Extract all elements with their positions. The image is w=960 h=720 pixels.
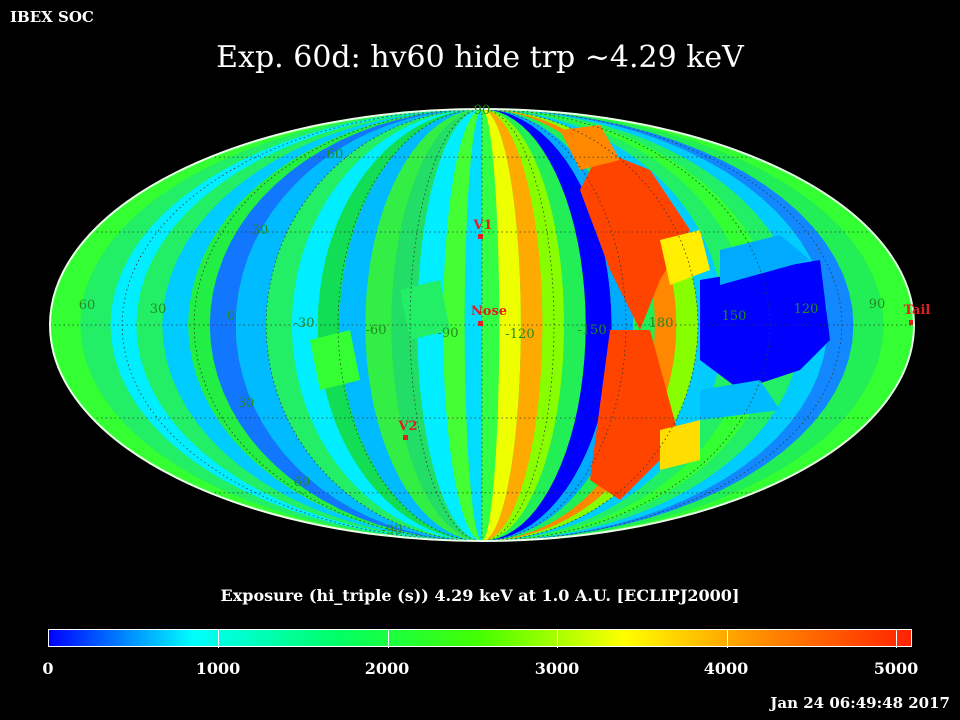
lat-label-90: 90: [474, 103, 491, 118]
exposure-band: [339, 109, 482, 541]
lat-label-60s: 60: [294, 475, 311, 490]
colorbar-tick: [218, 630, 219, 648]
lon-label: -60: [366, 323, 387, 338]
colorbar: [48, 629, 912, 648]
v1-label: V1: [472, 218, 492, 233]
meridian-line: [481, 109, 627, 541]
exposure-patch: [660, 420, 700, 470]
colorbar-label: 4000: [703, 659, 749, 678]
lat-label-60n: 60: [327, 147, 344, 162]
timestamp: Jan 24 06:49:48 2017: [770, 694, 950, 712]
exposure-band: [482, 109, 543, 541]
colorbar-label: 5000: [873, 659, 919, 678]
exposure-band: [417, 109, 482, 541]
exposure-patch: [560, 125, 620, 170]
exposure-band: [291, 109, 482, 541]
colorbar-label: 0: [42, 659, 54, 678]
lat-label-90s: -90: [382, 523, 403, 538]
exposure-band: [482, 109, 586, 541]
exposure-patch: [580, 150, 690, 330]
organization-label: IBEX SOC: [10, 8, 94, 26]
colorbar-tick: [557, 630, 558, 648]
lon-label: -120: [505, 327, 534, 342]
lon-label: 180: [649, 316, 674, 331]
colorbar-tick: [727, 630, 728, 648]
v1-marker: [478, 234, 483, 239]
nose-marker: [478, 321, 483, 326]
lon-label: -90: [438, 326, 459, 341]
exposure-patches: [310, 125, 830, 500]
exposure-patch: [700, 260, 830, 390]
colorbar-title: Exposure (hi_triple (s)) 4.29 keV at 1.0…: [220, 586, 740, 605]
colorbar-tick: [896, 630, 897, 648]
exposure-band: [365, 109, 482, 541]
lon-label: 150: [722, 309, 747, 324]
colorbar-tick: [388, 630, 389, 648]
nose-label: Nose: [471, 304, 507, 319]
page-title: Exp. 60d: hv60 hide trp ~4.29 keV: [216, 40, 744, 75]
colorbar-label: 2000: [364, 659, 410, 678]
exposure-patch: [720, 235, 810, 285]
meridian-line: [121, 109, 483, 541]
sky-map: 90 60 30 30 60 -90 60 30 0 -30 -60 -90 -…: [49, 103, 931, 542]
exposure-band: [482, 109, 500, 541]
meridian-line: [337, 109, 483, 541]
v2-marker: [403, 435, 408, 440]
meridian-line: [409, 109, 483, 541]
lat-label-30s: 30: [238, 396, 255, 411]
colorbar-label: 1000: [195, 659, 241, 678]
meridian-line: [481, 109, 555, 541]
exposure-band: [482, 109, 565, 541]
meridian-line: [265, 109, 483, 541]
exposure-patch: [310, 330, 360, 390]
lon-label: 120: [794, 302, 819, 317]
lon-label: 90: [869, 297, 886, 312]
exposure-patch: [590, 330, 680, 500]
map-outline: [49, 108, 915, 542]
tail-label: Tail: [904, 303, 931, 318]
exposure-patch: [660, 230, 710, 285]
v2-label: V2: [397, 419, 417, 434]
meridian-line: [481, 109, 843, 541]
lon-label: -30: [294, 316, 315, 331]
lon-label: 60: [79, 298, 96, 313]
lon-label: -150: [577, 323, 606, 338]
exposure-band: [482, 109, 612, 541]
colorbar-label: 3000: [534, 659, 580, 678]
meridian-line: [481, 109, 699, 541]
exposure-patch: [700, 380, 780, 420]
lat-label-30n: 30: [252, 223, 269, 238]
exposure-band: [391, 109, 482, 541]
exposure-band: [443, 109, 482, 541]
lon-label: 0: [227, 309, 235, 324]
tail-marker: [909, 320, 913, 325]
lon-label: 30: [150, 302, 167, 317]
